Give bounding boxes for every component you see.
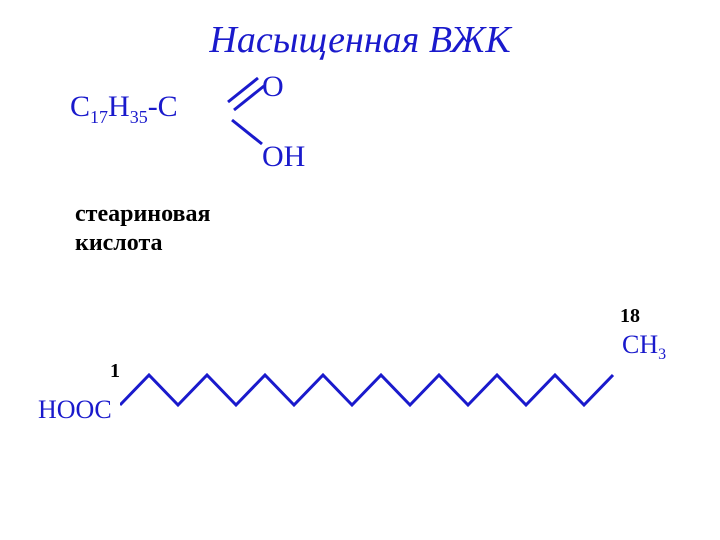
hooc-label: HOOC — [38, 395, 112, 425]
single-bond-line — [232, 120, 262, 144]
formula-sub-17: 17 — [90, 107, 108, 127]
molecular-formula: C17H35-C — [70, 90, 178, 128]
skeletal-chain — [120, 355, 660, 425]
carbon-number-start: 1 — [110, 360, 120, 383]
formula-c: C — [70, 90, 90, 123]
double-bond-line-2 — [234, 86, 264, 110]
zigzag-polyline — [120, 375, 613, 405]
formula-sub-35: 35 — [130, 107, 148, 127]
compound-name: стеариновая кислота — [75, 200, 210, 258]
compound-name-line1: стеариновая — [75, 200, 210, 229]
carboxyl-bond-lines — [220, 72, 280, 152]
carbon-number-end: 18 — [620, 305, 640, 328]
formula-h: H — [108, 90, 130, 123]
formula-tail: -C — [148, 90, 178, 123]
compound-name-line2: кислота — [75, 229, 210, 258]
diagram-title: Насыщенная ВЖК — [0, 18, 720, 62]
double-bond-line-1 — [228, 78, 258, 102]
